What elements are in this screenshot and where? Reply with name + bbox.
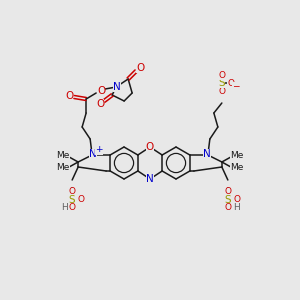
Text: O: O <box>227 79 234 88</box>
Text: Me: Me <box>56 164 70 172</box>
Text: O: O <box>136 63 144 73</box>
Text: −: − <box>232 82 240 91</box>
Text: Me: Me <box>56 152 70 160</box>
Text: S: S <box>218 78 225 88</box>
Text: O: O <box>218 86 225 95</box>
Text: O: O <box>97 86 105 96</box>
Text: N: N <box>89 149 97 159</box>
Text: O: O <box>78 196 85 205</box>
Text: O: O <box>65 91 73 101</box>
Text: Me: Me <box>230 164 244 172</box>
Text: S: S <box>69 195 76 205</box>
Text: O: O <box>233 196 240 205</box>
Text: H: H <box>61 203 68 212</box>
Text: O: O <box>69 188 76 196</box>
Text: O: O <box>146 142 154 152</box>
Text: N: N <box>113 82 121 92</box>
Text: O: O <box>218 70 225 80</box>
Text: Me: Me <box>230 152 244 160</box>
Text: N: N <box>203 149 211 159</box>
Text: N: N <box>146 174 154 184</box>
Text: O: O <box>69 203 76 212</box>
Text: O: O <box>224 203 231 212</box>
Text: H: H <box>233 203 240 212</box>
Text: S: S <box>224 195 231 205</box>
Text: +: + <box>95 146 103 154</box>
Text: O: O <box>224 188 231 196</box>
Text: O: O <box>96 99 104 109</box>
